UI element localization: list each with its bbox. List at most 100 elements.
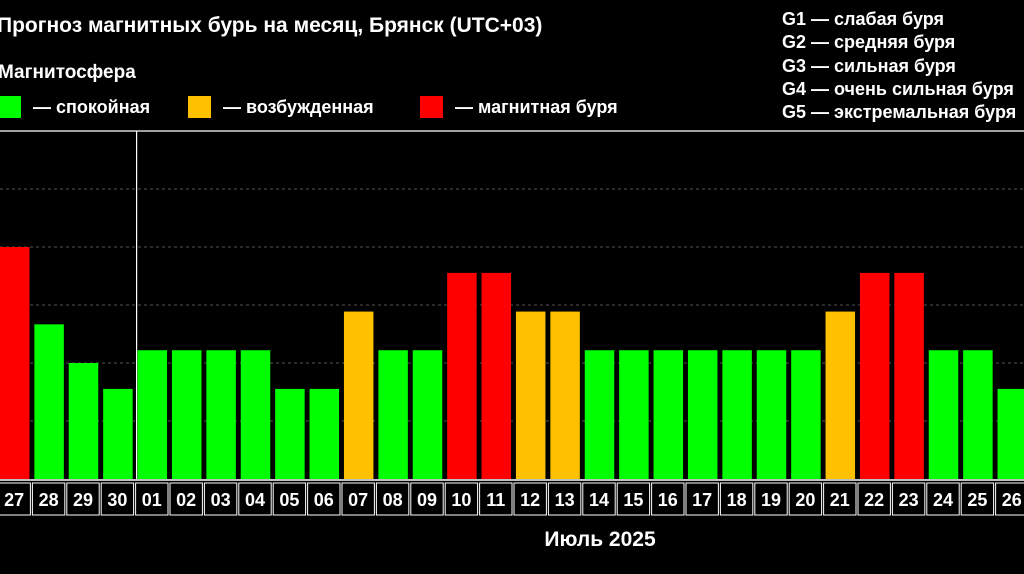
tick-label-20: 20 bbox=[795, 490, 815, 510]
bar-30 bbox=[103, 388, 133, 479]
tick-label-13: 13 bbox=[555, 490, 575, 510]
tick-label-02: 02 bbox=[176, 490, 196, 510]
bar-06 bbox=[309, 388, 340, 479]
tick-box-14 bbox=[582, 482, 616, 516]
tick-box-19 bbox=[754, 482, 788, 516]
bar-14 bbox=[584, 350, 615, 479]
tick-box-29 bbox=[66, 482, 100, 516]
tick-box-23 bbox=[891, 482, 926, 516]
bar-08 bbox=[378, 350, 408, 479]
tick-box-07 bbox=[341, 482, 375, 516]
tick-box-01 bbox=[135, 482, 169, 516]
legend-swatch-storm bbox=[420, 96, 443, 118]
tick-box-05 bbox=[272, 482, 307, 516]
tick-box-17 bbox=[685, 482, 719, 516]
bar-29 bbox=[68, 363, 99, 479]
legend-swatch-active bbox=[188, 96, 211, 118]
tick-box-08 bbox=[375, 482, 410, 516]
tick-label-12: 12 bbox=[520, 490, 540, 510]
tick-box-30 bbox=[100, 482, 135, 516]
bar-10 bbox=[447, 272, 477, 479]
bar-24 bbox=[928, 350, 959, 479]
tick-box-26 bbox=[995, 482, 1024, 516]
bar-20 bbox=[791, 350, 821, 479]
tick-label-29: 29 bbox=[73, 490, 93, 510]
legend-label-storm: — магнитная буря bbox=[455, 96, 618, 117]
g-legend-g4: G4 — очень сильная буря bbox=[782, 78, 1014, 99]
tick-label-25: 25 bbox=[967, 490, 987, 510]
tick-box-02 bbox=[169, 482, 203, 516]
bar-28 bbox=[34, 324, 64, 479]
tick-box-22 bbox=[857, 482, 891, 516]
chart-title: Прогноз магнитных бурь на месяц, Брянск … bbox=[0, 14, 543, 37]
tick-box-13 bbox=[547, 482, 582, 516]
tick-label-19: 19 bbox=[761, 490, 781, 510]
bar-13 bbox=[550, 311, 580, 479]
tick-box-10 bbox=[444, 482, 479, 516]
tick-label-18: 18 bbox=[727, 490, 747, 510]
bar-21 bbox=[825, 311, 856, 479]
bar-17 bbox=[687, 350, 718, 479]
bar-18 bbox=[722, 350, 752, 479]
tick-label-03: 03 bbox=[211, 490, 231, 510]
bar-27 bbox=[0, 247, 30, 479]
tick-label-27: 27 bbox=[4, 490, 24, 510]
tick-box-12 bbox=[513, 482, 547, 516]
tick-box-18 bbox=[719, 482, 754, 516]
tick-box-21 bbox=[823, 482, 857, 516]
tick-label-08: 08 bbox=[383, 490, 403, 510]
bar-16 bbox=[653, 350, 684, 479]
tick-label-22: 22 bbox=[864, 490, 884, 510]
bar-12 bbox=[515, 311, 546, 479]
g-legend-g5: G5 — экстремальная буря bbox=[782, 102, 1017, 123]
bar-01 bbox=[137, 350, 168, 479]
tick-box-27 bbox=[0, 482, 31, 516]
tick-box-20 bbox=[788, 482, 823, 516]
bar-04 bbox=[240, 350, 271, 479]
g-legend-g1: G1 — слабая буря bbox=[782, 9, 945, 29]
tick-label-10: 10 bbox=[451, 490, 471, 510]
tick-label-15: 15 bbox=[623, 490, 643, 510]
tick-label-30: 30 bbox=[107, 490, 127, 510]
tick-label-07: 07 bbox=[348, 490, 368, 510]
tick-box-04 bbox=[238, 482, 272, 516]
tick-label-09: 09 bbox=[417, 490, 437, 510]
legend-label-quiet: — спокойная bbox=[33, 96, 151, 117]
bar-26 bbox=[997, 388, 1024, 479]
tick-label-05: 05 bbox=[279, 490, 299, 510]
chart-subtitle: Магнитосфера bbox=[0, 62, 136, 83]
tick-box-25 bbox=[960, 482, 995, 516]
tick-label-01: 01 bbox=[142, 490, 162, 510]
tick-box-03 bbox=[203, 482, 238, 516]
legend-item-quiet: — спокойная bbox=[0, 95, 150, 119]
tick-label-16: 16 bbox=[658, 490, 678, 510]
tick-label-14: 14 bbox=[589, 490, 609, 510]
tick-label-17: 17 bbox=[692, 490, 712, 510]
tick-label-26: 26 bbox=[1002, 490, 1022, 510]
bar-23 bbox=[894, 272, 924, 479]
bar-11 bbox=[481, 272, 512, 479]
bar-25 bbox=[963, 350, 993, 479]
bar-02 bbox=[171, 350, 202, 479]
tick-label-21: 21 bbox=[830, 490, 850, 510]
tick-label-28: 28 bbox=[39, 490, 59, 510]
bar-03 bbox=[206, 350, 236, 479]
tick-box-11 bbox=[479, 482, 513, 516]
x-axis-label: Июль 2025 bbox=[544, 528, 656, 551]
tick-box-06 bbox=[307, 482, 341, 516]
tick-label-06: 06 bbox=[314, 490, 334, 510]
bar-07 bbox=[343, 311, 374, 479]
bar-19 bbox=[756, 350, 787, 479]
g-legend-g2: G2 — средняя буря bbox=[782, 32, 956, 53]
tick-label-24: 24 bbox=[933, 490, 953, 510]
bar-22 bbox=[859, 272, 890, 479]
bar-15 bbox=[619, 350, 649, 479]
tick-box-16 bbox=[651, 482, 685, 516]
tick-box-28 bbox=[31, 482, 66, 516]
legend-label-active: — возбужденная bbox=[223, 96, 374, 117]
tick-box-15 bbox=[616, 482, 651, 516]
legend-item-storm: — магнитная буря bbox=[420, 95, 618, 119]
tick-box-24 bbox=[926, 482, 960, 516]
tick-label-23: 23 bbox=[899, 490, 919, 510]
